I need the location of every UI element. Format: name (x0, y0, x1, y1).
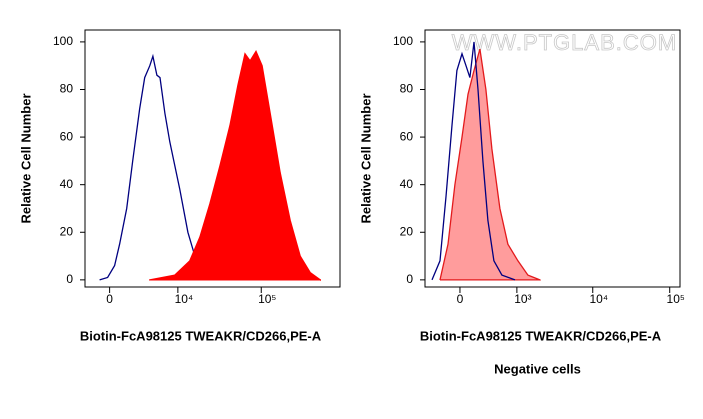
plot-frame (84, 29, 341, 288)
x-tick-label: 10⁵ (667, 292, 685, 306)
subtitle: Negative cells (494, 361, 581, 376)
y-tick-label: 20 (400, 224, 414, 238)
y-tick-label: 100 (53, 34, 73, 48)
y-tick-label: 0 (406, 272, 413, 286)
histogram-line (99, 53, 226, 281)
x-tick-label: 10⁴ (589, 292, 608, 306)
plot: 0 20 40 60 80 100 0 10⁴ 10⁵ Biotin-FcA98125 TWEAK… (18, 29, 341, 343)
x-tick-label: 0 (457, 292, 464, 306)
plot-frame (424, 29, 681, 288)
y-tick-label: 40 (400, 177, 414, 191)
y-tick-label: 60 (60, 129, 74, 143)
x-tick-label: 10⁴ (175, 292, 194, 306)
y-tick-label: 0 (66, 272, 73, 286)
watermark: WWW.PTGLAB.COM (452, 30, 677, 55)
y-tick-label: 60 (400, 129, 414, 143)
y-tick-label: 20 (60, 224, 74, 238)
filled-histogram (439, 48, 541, 281)
x-tick-label: 10⁵ (258, 292, 276, 306)
y-tick-label: 40 (60, 177, 74, 191)
histogram-line (431, 41, 516, 281)
x-axis-label: Biotin-FcA98125 TWEAKR/CD266,PE-A (80, 328, 322, 343)
x-axis-label: Biotin-FcA98125 TWEAKR/CD266,PE-A (420, 328, 662, 343)
y-tick-label: 100 (393, 34, 413, 48)
filled-histogram (149, 49, 321, 282)
x-tick-label: 10³ (514, 292, 531, 306)
y-tick-label: 80 (60, 82, 74, 96)
y-axis-label: Relative Cell Number (18, 93, 33, 223)
y-axis-label: Relative Cell Number (358, 93, 373, 223)
plot: WWW.PTGLAB.COM 0 20 40 60 80 100 0 10³ 10⁴ 10⁵ Biot… (358, 29, 685, 376)
y-tick-label: 80 (400, 82, 414, 96)
x-tick-label: 0 (106, 292, 113, 306)
